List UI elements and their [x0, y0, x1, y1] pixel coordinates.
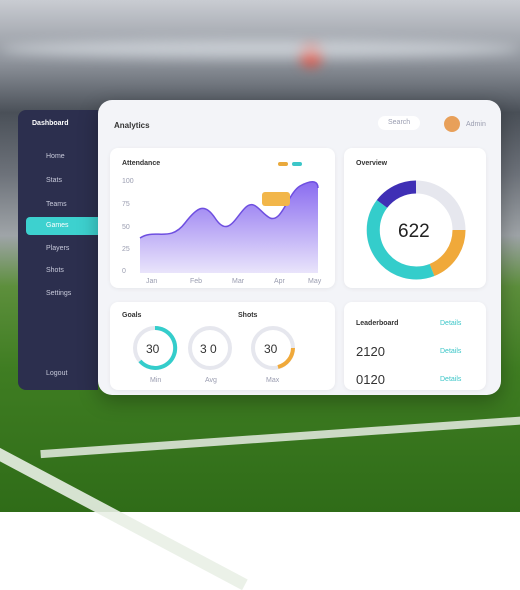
- nav-item-active[interactable]: Games: [26, 217, 106, 235]
- area: [140, 181, 318, 273]
- nav-item[interactable]: Settings: [46, 290, 72, 297]
- nav-item[interactable]: Stats: [46, 177, 62, 184]
- stat-label: Avg: [205, 377, 217, 384]
- stat-label: Min: [150, 377, 162, 384]
- search[interactable]: Search: [378, 116, 421, 130]
- line: [139, 181, 319, 239]
- tooltip: [262, 192, 290, 206]
- logout[interactable]: Logout: [46, 370, 68, 377]
- donut-segment: [376, 180, 417, 209]
- legend-dot: [278, 162, 288, 166]
- x-label: Feb: [190, 278, 203, 285]
- rings: [133, 325, 295, 370]
- x-label: Mar: [232, 278, 245, 285]
- y-label: 100: [122, 178, 134, 185]
- stat-value: 30: [146, 342, 160, 356]
- x-label: Jan: [146, 278, 158, 285]
- row-value: 2120: [356, 344, 385, 359]
- stats-card: Goals Shots 30 3 0 30 Min Avg Max: [110, 302, 335, 390]
- dashboard-panel: Analytics Search Admin Attendance 100 75…: [98, 100, 501, 395]
- x-label: Apr: [274, 278, 285, 285]
- leaderboard-card: Leaderboard Details 2120 Details 0120 De…: [344, 302, 486, 390]
- logo: Dashboard: [32, 120, 69, 127]
- y-label: 0: [122, 268, 126, 275]
- nav-item[interactable]: Shots: [46, 267, 64, 274]
- card-title: Attendance: [122, 160, 161, 167]
- stat-value: 30: [264, 342, 278, 356]
- avatar[interactable]: [444, 116, 460, 132]
- y-label: 25: [122, 246, 130, 253]
- x-label: May: [308, 278, 322, 285]
- stadium-light: [0, 40, 520, 58]
- area-chart: [139, 181, 319, 273]
- donut-chart: [366, 180, 466, 280]
- stat-value: 3 0: [200, 342, 217, 356]
- nav-item[interactable]: Teams: [46, 201, 67, 208]
- card-title: Leaderboard: [356, 320, 399, 327]
- donut-card: Overview 622: [344, 148, 486, 288]
- link[interactable]: Details: [440, 320, 462, 327]
- link[interactable]: Details: [440, 376, 462, 383]
- chart-card: Attendance 100 75 50 25 0 Jan Feb Mar Ap…: [110, 148, 335, 288]
- link[interactable]: Details: [440, 348, 462, 355]
- donut-segment: [366, 200, 435, 280]
- page-title: Analytics: [114, 121, 150, 130]
- stat-label: Max: [266, 377, 280, 384]
- nav-item[interactable]: Players: [46, 245, 70, 252]
- card-title: Goals: [122, 312, 142, 319]
- donut-segment: [429, 229, 466, 277]
- sidebar: Dashboard Home Stats Teams Games Players…: [18, 110, 106, 390]
- card-title: Shots: [238, 312, 258, 319]
- card-title: Overview: [356, 160, 388, 167]
- y-label: 50: [122, 224, 130, 231]
- row-value: 0120: [356, 372, 385, 387]
- nav-item[interactable]: Home: [46, 153, 65, 160]
- donut-value: 622: [398, 221, 430, 242]
- user-name: Admin: [466, 121, 486, 128]
- y-label: 75: [122, 201, 130, 208]
- legend-dot: [292, 162, 302, 166]
